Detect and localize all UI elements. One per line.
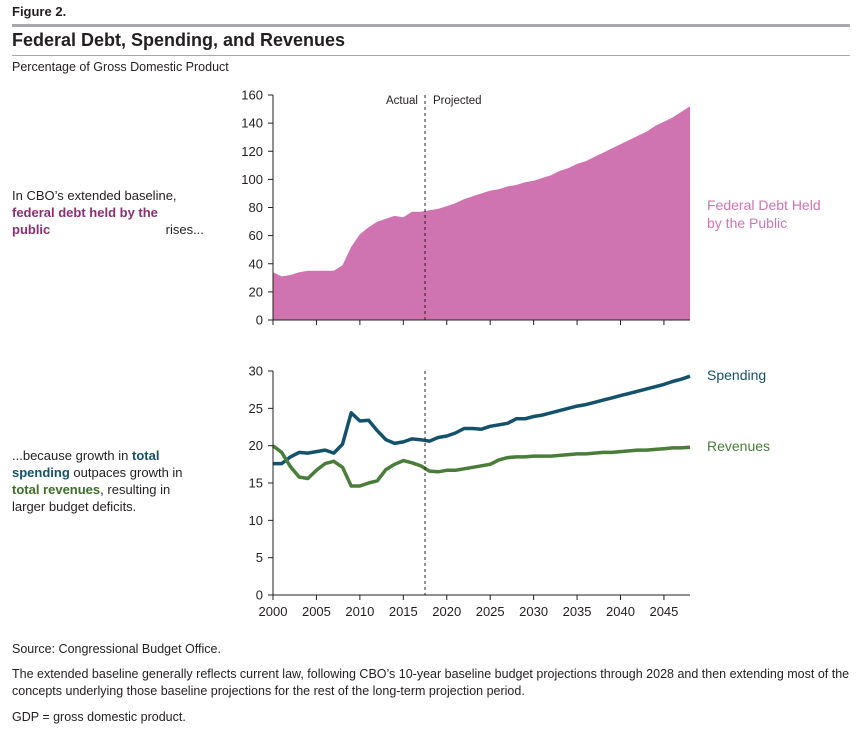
spending-series-label: Spending: [707, 367, 767, 383]
debt-series-label: Federal Debt Held by the Public: [707, 196, 827, 232]
x-tick-label: 2000: [259, 604, 288, 619]
y-tick-label: 0: [256, 588, 263, 603]
y-tick-label: 25: [249, 401, 263, 416]
debt-series-name: Federal Debt Held by the Public: [707, 197, 821, 231]
title-rule: [12, 55, 850, 56]
budget-annotation-mid: outpaces growth in: [73, 465, 183, 480]
x-tick-label: 2005: [302, 604, 331, 619]
budget-annotation-pre: ...because growth in: [12, 448, 129, 463]
source-note: Source: Congressional Budget Office.: [12, 642, 221, 656]
y-tick-label: 20: [249, 284, 263, 299]
budget-annotation-spending: total spending: [12, 448, 160, 480]
x-tick-label: 2030: [519, 604, 548, 619]
revenues-line: [271, 444, 691, 488]
y-tick-label: 30: [249, 364, 263, 379]
y-tick-label: 120: [241, 144, 263, 159]
actual-label: Actual: [386, 95, 418, 107]
chart-subtitle: Percentage of Gross Domestic Product: [12, 60, 229, 74]
debt-annotation-strong: federal debt held by the public: [12, 205, 158, 237]
budget-annotation-revenues: total revenues: [12, 482, 101, 497]
chart-title: Federal Debt, Spending, and Revenues: [12, 30, 346, 50]
budget-annotation: ...because growth in total spending outp…: [12, 447, 187, 515]
spending-line: [273, 374, 691, 466]
x-tick-label: 2040: [606, 604, 635, 619]
description-note: The extended baseline generally reflects…: [12, 667, 850, 698]
y-tick-label: 0: [256, 313, 263, 328]
y-tick-label: 100: [241, 172, 263, 187]
debt-annotation-pre: In CBO’s extended baseline,: [12, 188, 177, 203]
x-tick-label: 2025: [476, 604, 505, 619]
y-tick-label: 20: [249, 438, 263, 453]
debt-annotation-post: rises...: [165, 222, 204, 237]
y-tick-label: 10: [249, 513, 263, 528]
y-tick-label: 15: [249, 476, 263, 491]
figure-label: Figure 2.: [12, 4, 67, 19]
y-tick-label: 140: [241, 116, 263, 131]
budget-annotation-post: , resulting in larger budget deficits.: [12, 482, 171, 514]
debt-area: [273, 106, 690, 320]
y-tick-label: 80: [249, 200, 263, 215]
revenues-series-label: Revenues: [707, 438, 771, 454]
projected-label: Projected: [433, 95, 482, 107]
y-tick-label: 160: [241, 88, 263, 103]
gdp-note: GDP = gross domestic product.: [12, 710, 186, 724]
x-tick-label: 2035: [563, 604, 592, 619]
x-tick-label: 2010: [345, 604, 374, 619]
y-tick-label: 60: [249, 228, 263, 243]
y-tick-label: 40: [249, 256, 263, 271]
x-tick-label: 2015: [389, 604, 418, 619]
x-tick-label: 2045: [649, 604, 678, 619]
y-tick-label: 5: [256, 550, 263, 565]
top-rule: [12, 24, 850, 27]
x-tick-label: 2020: [432, 604, 461, 619]
debt-annotation: In CBO’s extended baseline, federal debt…: [12, 187, 204, 238]
